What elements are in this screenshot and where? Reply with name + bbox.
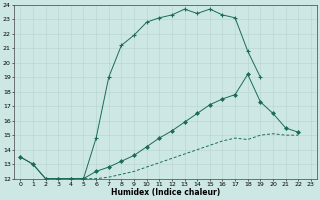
X-axis label: Humidex (Indice chaleur): Humidex (Indice chaleur) bbox=[111, 188, 220, 197]
